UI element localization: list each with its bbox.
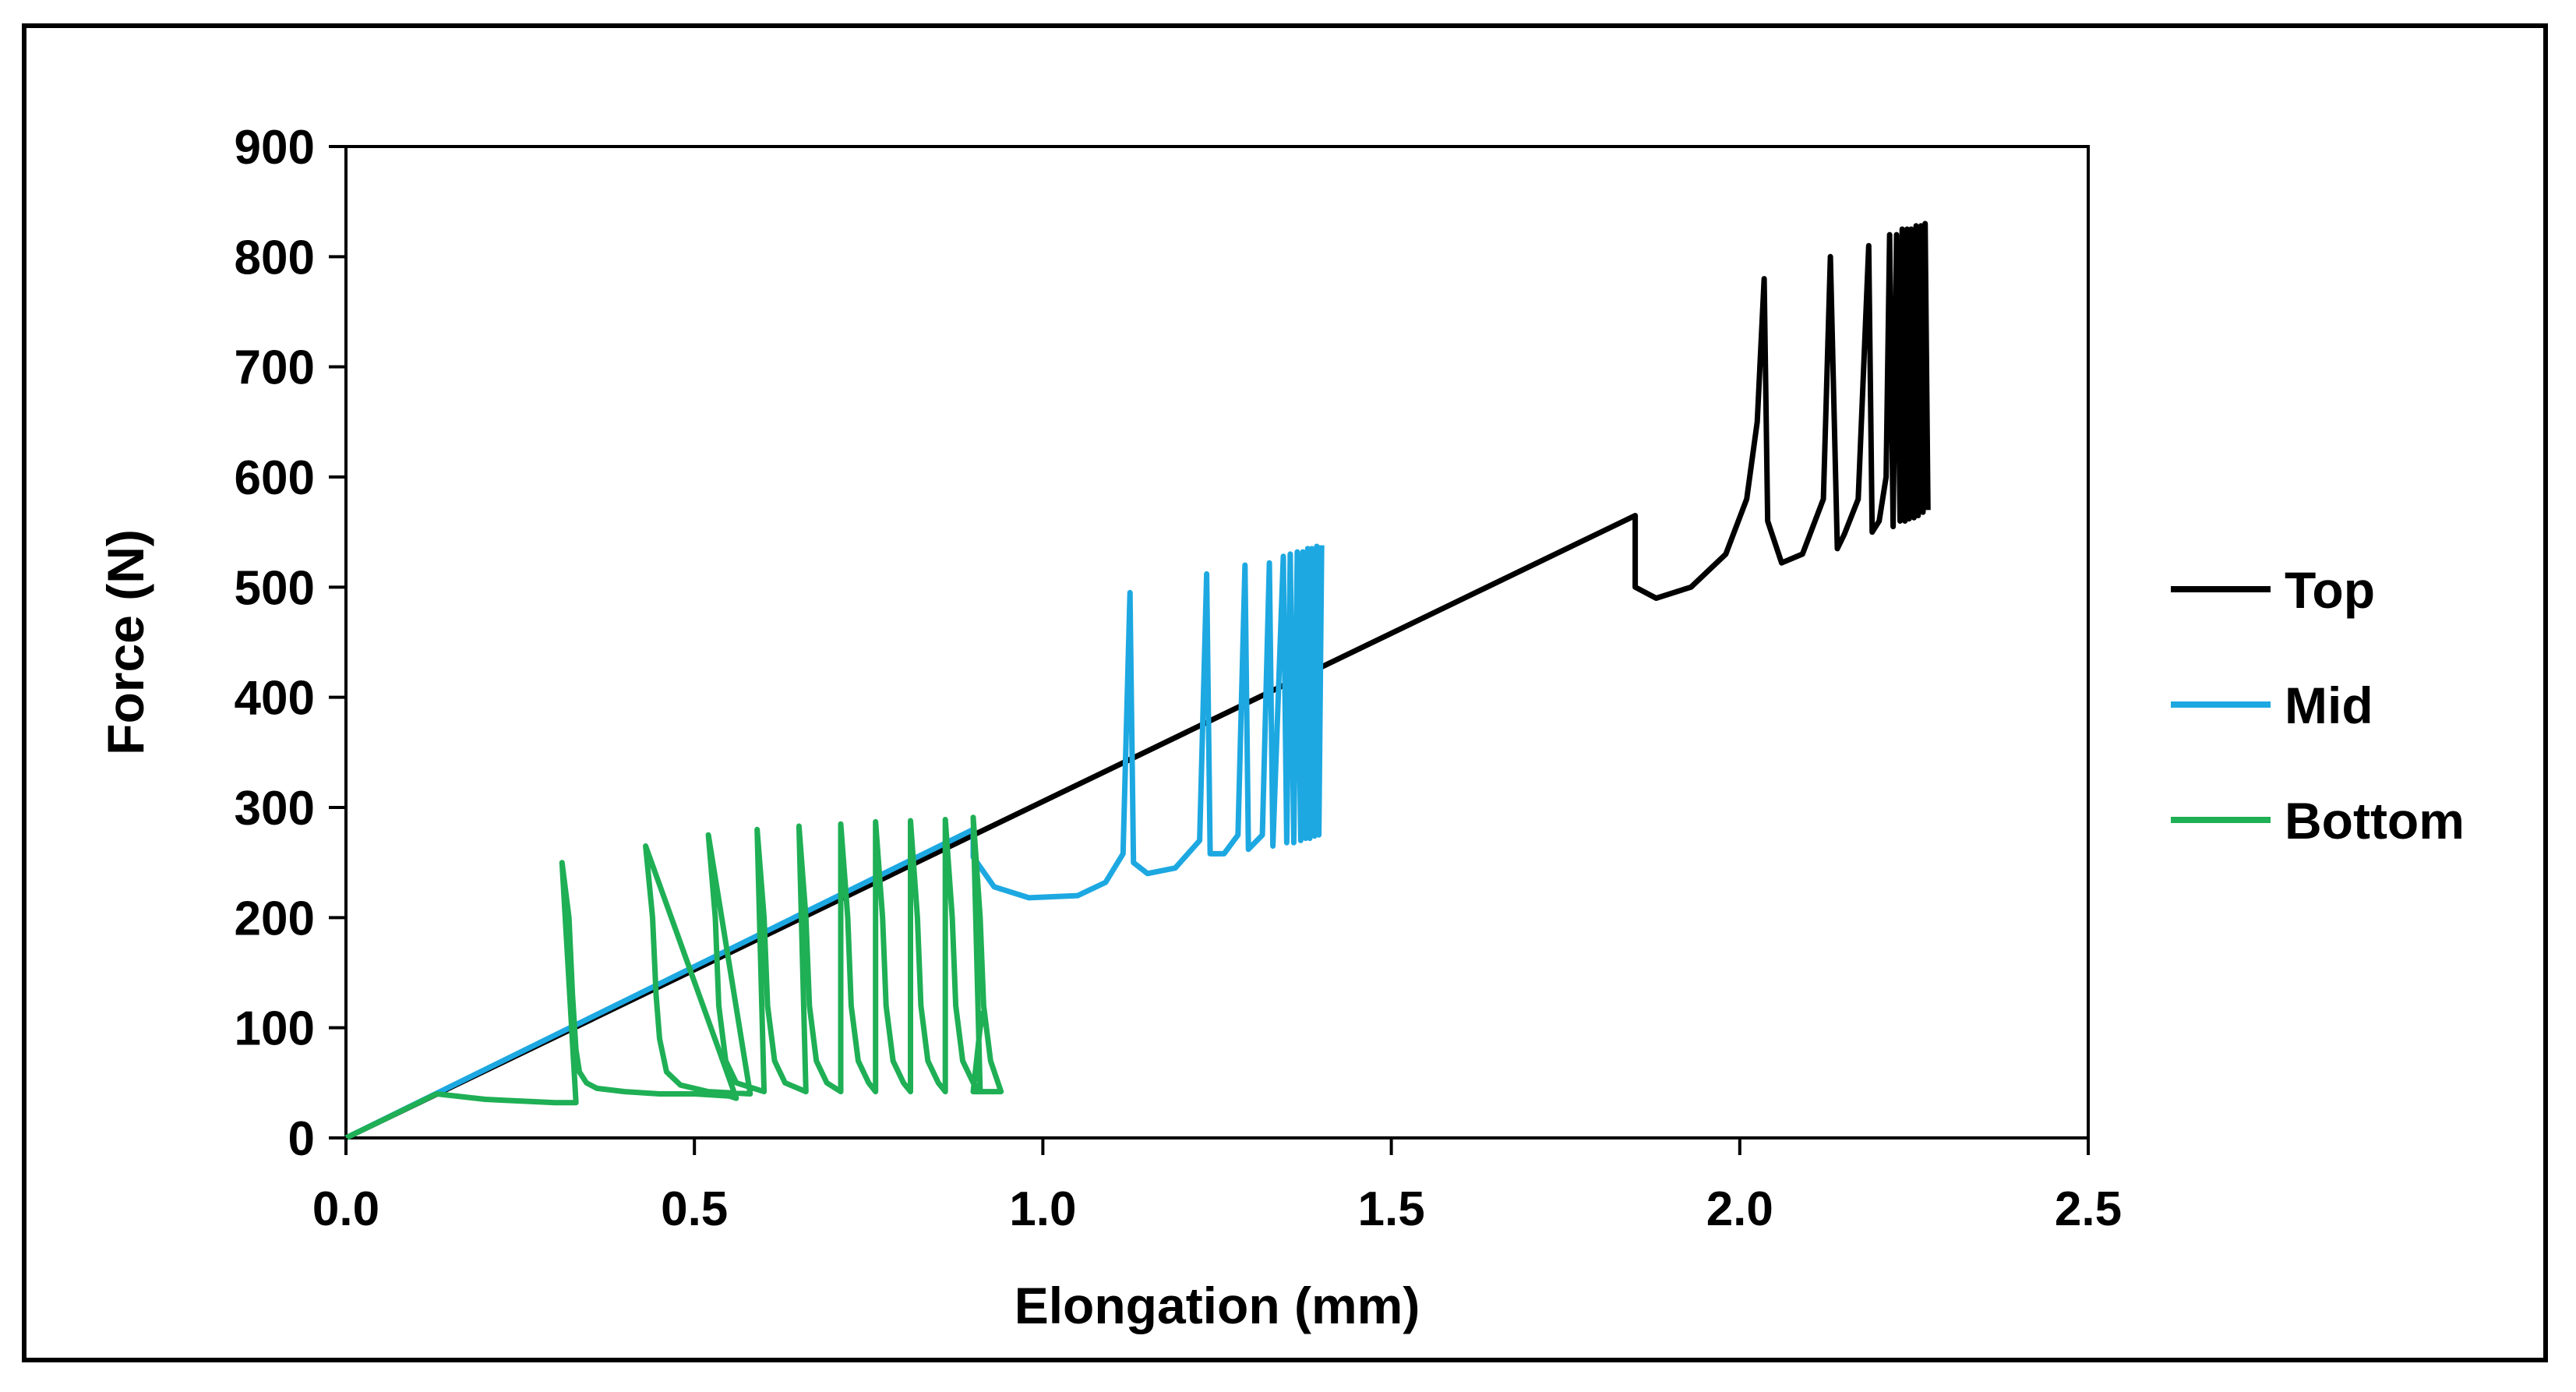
plot-border xyxy=(344,145,2090,1139)
x-tick-label: 0.0 xyxy=(312,1182,379,1236)
x-tick-label: 1.5 xyxy=(1357,1182,1424,1236)
series-line-bottom xyxy=(344,814,1004,1141)
y-tick-label: 800 xyxy=(235,231,315,284)
y-tick-label: 300 xyxy=(235,782,315,836)
y-axis: 0 100 200 300 400 500 600 700 800 900 xyxy=(235,121,346,1166)
y-tick-label: 500 xyxy=(235,561,315,615)
y-tick-label: 900 xyxy=(235,121,315,175)
legend-label-top: Top xyxy=(2285,561,2375,619)
x-tick-label: 2.5 xyxy=(2055,1182,2122,1236)
y-tick-label: 0 xyxy=(288,1112,315,1166)
line-chart: 0 100 200 300 400 500 600 700 800 900 0.0 0.5 1.0 1.… xyxy=(97,121,2465,1334)
y-tick-label: 100 xyxy=(235,1002,315,1056)
plot-area xyxy=(344,145,2090,1139)
chart-frame: 0 100 200 300 400 500 600 700 800 900 0.0 0.5 1.0 1.… xyxy=(22,23,2548,1362)
y-tick-label: 400 xyxy=(235,672,315,726)
x-tick-label: 2.0 xyxy=(1706,1182,1773,1236)
legend-label-bottom: Bottom xyxy=(2285,792,2465,850)
x-tick-label: 0.5 xyxy=(661,1182,728,1236)
series-line-top xyxy=(344,221,1931,1141)
legend-label-mid: Mid xyxy=(2285,677,2373,734)
y-tick-label: 600 xyxy=(235,451,315,505)
x-axis: 0.0 0.5 1.0 1.5 2.0 2.5 xyxy=(312,1138,2122,1236)
series-line-mid xyxy=(344,543,1325,1141)
series-layer xyxy=(344,221,1931,1141)
y-axis-title: Force (N) xyxy=(97,529,154,755)
x-tick-label: 1.0 xyxy=(1009,1182,1076,1236)
y-tick-label: 700 xyxy=(235,341,315,395)
y-tick-label: 200 xyxy=(235,892,315,945)
legend: Top Mid Bottom xyxy=(2171,561,2465,850)
x-axis-title: Elongation (mm) xyxy=(1015,1277,1420,1334)
